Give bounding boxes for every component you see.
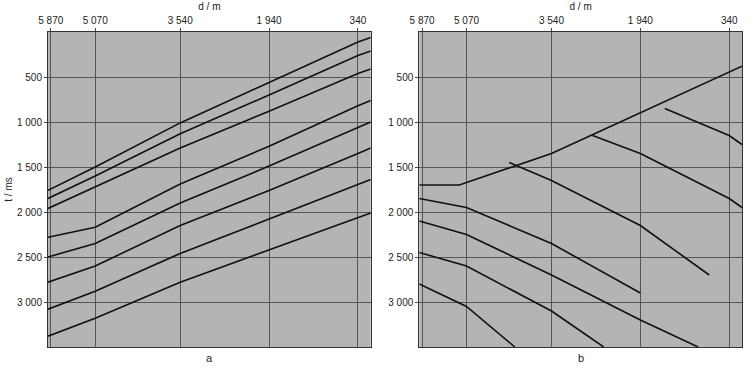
svg-text:1 500: 1 500: [17, 162, 42, 173]
svg-text:340: 340: [350, 15, 367, 26]
svg-text:500: 500: [25, 72, 42, 83]
svg-text:2 500: 2 500: [17, 252, 42, 263]
svg-text:3 540: 3 540: [539, 15, 564, 26]
svg-text:d / m: d / m: [570, 1, 592, 12]
svg-text:5 070: 5 070: [454, 15, 479, 26]
svg-text:340: 340: [721, 15, 738, 26]
svg-text:500: 500: [397, 72, 414, 83]
svg-text:d / m: d / m: [198, 1, 220, 12]
svg-text:5 870: 5 870: [410, 15, 435, 26]
svg-text:3 000: 3 000: [388, 297, 413, 308]
svg-text:2 500: 2 500: [388, 252, 413, 263]
svg-text:1 000: 1 000: [17, 117, 42, 128]
svg-text:a: a: [206, 352, 213, 364]
svg-text:1 000: 1 000: [388, 117, 413, 128]
svg-text:b: b: [578, 352, 584, 364]
svg-text:1 940: 1 940: [628, 15, 653, 26]
svg-text:5 870: 5 870: [38, 15, 63, 26]
svg-text:5 070: 5 070: [83, 15, 108, 26]
svg-text:3 000: 3 000: [17, 297, 42, 308]
svg-text:2 000: 2 000: [388, 207, 413, 218]
svg-text:t / ms: t / ms: [3, 177, 14, 201]
svg-text:2 000: 2 000: [17, 207, 42, 218]
svg-text:1 940: 1 940: [257, 15, 282, 26]
svg-text:1 500: 1 500: [388, 162, 413, 173]
svg-text:3 540: 3 540: [168, 15, 193, 26]
